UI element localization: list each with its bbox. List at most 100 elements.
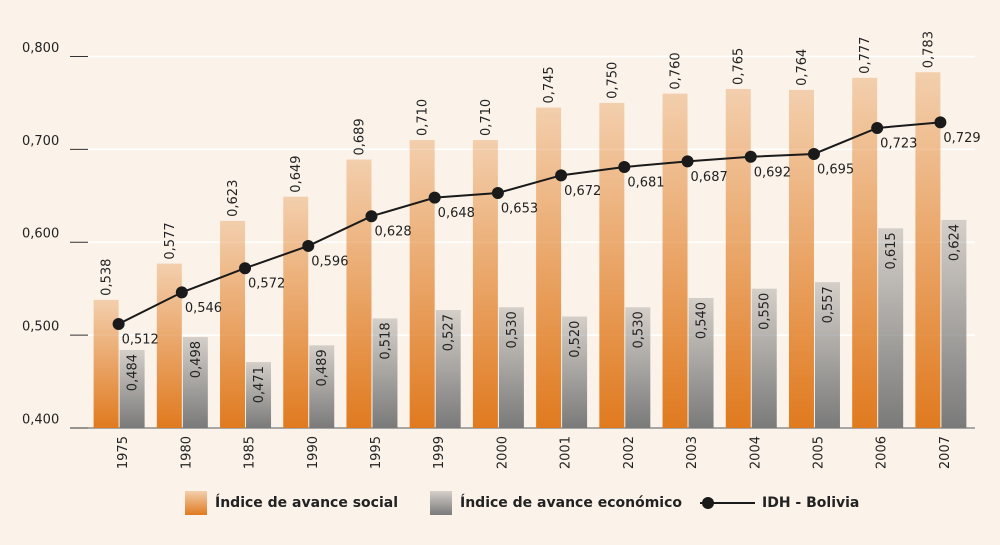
value-label: 0,672 <box>564 184 601 199</box>
point <box>744 150 757 163</box>
bar <box>662 93 688 428</box>
value-label: 0,710 <box>479 99 494 136</box>
x-tick-label: 2004 <box>748 436 763 469</box>
value-label: 0,572 <box>248 277 285 292</box>
point <box>302 239 315 252</box>
value-label: 0,498 <box>189 341 204 378</box>
y-tick-label: 0,400 <box>22 413 59 428</box>
value-label: 0,689 <box>352 118 367 155</box>
value-label: 0,681 <box>627 175 664 190</box>
point <box>239 262 252 275</box>
bar <box>472 140 498 429</box>
value-label: 0,648 <box>438 206 475 221</box>
value-label: 0,764 <box>795 49 810 86</box>
point <box>175 286 188 299</box>
value-label: 0,577 <box>163 222 178 259</box>
point <box>807 147 820 160</box>
value-label: 0,527 <box>442 314 457 351</box>
y-tick-label: 0,700 <box>22 134 59 149</box>
value-label: 0,530 <box>505 311 520 348</box>
value-label: 0,628 <box>374 225 411 240</box>
bar <box>498 307 524 428</box>
y-tick-label: 0,800 <box>22 41 59 56</box>
value-label: 0,484 <box>126 354 141 391</box>
legend-swatch <box>430 491 452 515</box>
bar <box>562 316 588 428</box>
x-tick-label: 2005 <box>811 436 826 469</box>
value-label: 0,530 <box>631 311 646 348</box>
bar <box>346 159 372 428</box>
value-label: 0,518 <box>378 322 393 359</box>
point <box>681 155 694 168</box>
x-tick-label: 1995 <box>369 436 384 469</box>
bar <box>246 362 272 428</box>
value-label: 0,615 <box>884 232 899 269</box>
y-tick-label: 0,600 <box>22 227 59 242</box>
value-label: 0,520 <box>568 321 583 358</box>
value-label: 0,538 <box>100 259 115 296</box>
bar <box>625 307 651 428</box>
bar <box>435 310 461 428</box>
value-label: 0,623 <box>226 180 241 217</box>
point <box>555 169 568 182</box>
point <box>112 317 125 330</box>
bar <box>93 299 119 428</box>
bar <box>599 102 625 428</box>
value-label: 0,695 <box>817 162 854 177</box>
bar <box>814 282 840 428</box>
value-label: 0,653 <box>501 201 538 216</box>
point <box>871 121 884 134</box>
bar <box>220 220 246 428</box>
value-label: 0,557 <box>821 286 836 323</box>
legend-swatch <box>702 497 714 509</box>
value-label: 0,624 <box>947 224 962 261</box>
bar <box>788 89 814 428</box>
value-label: 0,512 <box>122 332 159 347</box>
x-tick-label: 1980 <box>179 436 194 469</box>
value-label: 0,471 <box>252 366 267 403</box>
point <box>618 160 631 173</box>
value-label: 0,783 <box>921 31 936 68</box>
value-label: 0,540 <box>695 302 710 339</box>
value-label: 0,760 <box>669 52 684 89</box>
value-label: 0,546 <box>185 301 222 316</box>
point <box>491 186 504 199</box>
value-label: 0,750 <box>605 62 620 99</box>
x-tick-label: 1990 <box>306 436 321 469</box>
bar <box>688 297 714 428</box>
legend-label: Índice de avance económico <box>460 494 682 511</box>
value-label: 0,596 <box>311 254 348 269</box>
bar <box>725 88 751 428</box>
bar <box>119 349 145 428</box>
x-tick-label: 2007 <box>938 436 953 469</box>
bar <box>536 107 562 429</box>
legend-label: IDH - Bolivia <box>762 495 859 511</box>
bar <box>309 345 335 428</box>
bar <box>409 140 435 429</box>
x-tick-label: 2002 <box>622 436 637 469</box>
value-label: 0,489 <box>315 349 330 386</box>
bar <box>941 219 967 428</box>
value-label: 0,723 <box>880 136 917 151</box>
x-tick-label: 1975 <box>116 436 131 469</box>
value-label: 0,777 <box>858 37 873 74</box>
bar <box>283 196 309 428</box>
x-tick-label: 2006 <box>875 436 890 469</box>
value-label: 0,649 <box>289 155 304 192</box>
value-label: 0,745 <box>542 66 557 103</box>
value-label: 0,729 <box>943 131 980 146</box>
x-tick-label: 2003 <box>685 436 700 469</box>
bar <box>372 318 398 428</box>
bar <box>878 228 904 428</box>
legend-swatch <box>185 491 207 515</box>
bar <box>182 336 208 428</box>
value-label: 0,765 <box>732 48 747 85</box>
point <box>934 116 947 129</box>
x-tick-label: 1985 <box>243 436 258 469</box>
bar <box>751 288 777 428</box>
y-tick-label: 0,500 <box>22 320 59 335</box>
point <box>365 210 378 223</box>
x-tick-label: 2000 <box>495 436 510 469</box>
